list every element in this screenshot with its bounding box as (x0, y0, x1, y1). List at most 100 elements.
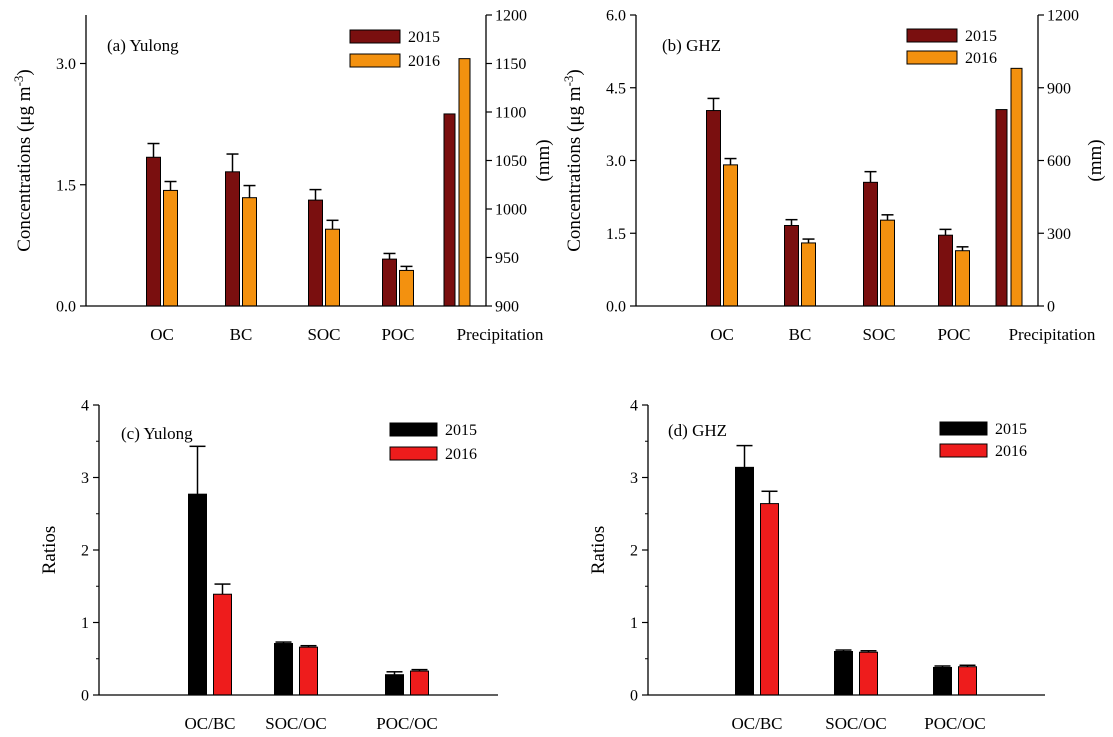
x-tick-label: Precipitation (1009, 325, 1096, 344)
y-tick-label: 6.0 (606, 8, 626, 25)
y2-tick-label: 900 (495, 299, 519, 316)
error-bar-2016-OC (724, 157, 737, 165)
y2-tick-label: 1200 (1047, 8, 1079, 25)
y-axis-label: Concentrations (μg m-3) (561, 69, 585, 252)
chart-panel-3: 0 1 2 3 4 OC/BC SOC/OC POC/OC Ratios (c) Yulong 20… (39, 398, 498, 733)
legend: 2015 2016 (389, 422, 477, 463)
bar-2015-SOC/OC (274, 643, 293, 696)
y-tick-label: 1 (630, 615, 638, 632)
y-tick-label: 0 (81, 688, 89, 705)
y2-axis-label: (mm) (533, 139, 554, 181)
y2-tick-label: 1050 (495, 153, 527, 170)
bar-2015-BC (784, 224, 799, 307)
bar-2016-OC (723, 164, 738, 307)
panel-title: (c) Yulong (121, 424, 193, 443)
bar-2016-POC/OC (410, 670, 429, 696)
bar-2016-OC/BC (760, 503, 779, 696)
legend-label-2015: 2015 (445, 422, 477, 439)
y-tick-label: 4.5 (606, 80, 626, 97)
panel-title: (b) GHZ (662, 36, 721, 55)
legend-swatch-2016 (939, 443, 988, 458)
bar-2016-BC (801, 242, 816, 307)
error-bar-2015-OC (707, 97, 720, 111)
y-tick-label: 1.5 (56, 177, 76, 194)
error-bar-2015-BC (785, 218, 798, 226)
error-bar-2016-OC/BC (214, 583, 231, 595)
error-bar-2016-SOC/OC (860, 650, 877, 653)
legend-label-2016: 2016 (408, 53, 440, 70)
panel-title: (a) Yulong (107, 36, 179, 55)
bar-2015-POC/OC (385, 674, 404, 696)
bar-2015-precipitation (443, 113, 456, 307)
error-bar-2016-POC/OC (959, 664, 976, 667)
error-bar-2015-POC (383, 252, 396, 260)
y-tick-label: 3 (81, 470, 89, 487)
x-tick-label: POC (937, 325, 970, 344)
y2-axis-label: (mm) (1085, 139, 1106, 181)
x-tick-label: Precipitation (457, 325, 544, 344)
error-bar-2016-POC (400, 265, 413, 271)
bar-2016-POC (399, 269, 414, 307)
y-tick-label: 3.0 (606, 153, 626, 170)
y2-tick-label: 300 (1047, 226, 1071, 243)
y-axis-label: Concentrations (μg m-3) (11, 69, 35, 252)
y-tick-label: 0 (630, 688, 638, 705)
x-tick-label: SOC (307, 325, 340, 344)
error-bar-2015-POC/OC (386, 671, 403, 675)
y-axis-label-exponent: -3 (561, 76, 576, 87)
bar-2015-OC/BC (188, 493, 207, 696)
error-bar-2015-SOC/OC (835, 649, 852, 652)
legend-label-2015: 2015 (408, 29, 440, 46)
bar-2015-OC/BC (735, 466, 754, 696)
legend-swatch-2015 (389, 422, 438, 437)
legend: 2015 2016 (906, 28, 997, 67)
bar-2015-OC (706, 110, 721, 307)
y2-tick-label: 1150 (495, 56, 526, 73)
legend-swatch-2016 (349, 53, 401, 68)
x-tick-label: POC/OC (376, 714, 437, 733)
error-bar-2016-SOC (881, 214, 894, 221)
bar-2016-BC (242, 197, 257, 307)
error-bar-2015-POC (939, 228, 952, 236)
bar-2016-OC (163, 189, 178, 307)
y-tick-label: 1 (81, 615, 89, 632)
series-2016 (723, 67, 1023, 307)
bar-2016-SOC/OC (859, 651, 878, 696)
y-tick-label: 3.0 (56, 56, 76, 73)
y2-tick-label: 600 (1047, 153, 1071, 170)
x-tick-label: SOC/OC (265, 714, 326, 733)
bar-2016-SOC/OC (299, 646, 318, 696)
error-bar-2015-SOC/OC (275, 641, 292, 644)
legend-label-2016: 2016 (445, 446, 477, 463)
chart-panel-1: 0.0 1.5 3.0 900 950 1000 1050 1100 1150 1200 (mm) O… (11, 8, 554, 345)
y-axis-label-text: Concentrations (μg m (14, 86, 35, 252)
x-tick-label: OC/BC (731, 714, 782, 733)
series-2015 (706, 97, 1008, 307)
legend-swatch-2016 (389, 446, 438, 461)
x-tick-label: SOC (862, 325, 895, 344)
series-2015 (146, 113, 456, 307)
bar-2016-precipitation (458, 58, 471, 307)
y-tick-label: 4 (81, 398, 89, 415)
y-tick-label: 0.0 (606, 299, 626, 316)
error-bar-2016-POC (956, 246, 969, 251)
error-bar-2016-SOC (326, 219, 339, 230)
bar-2016-SOC (880, 219, 895, 307)
error-bar-2015-OC/BC (736, 444, 753, 468)
legend-label-2016: 2016 (995, 443, 1027, 460)
legend: 2015 2016 (349, 29, 440, 70)
bar-2016-POC (955, 250, 970, 307)
y-axis-label-exponent: -3 (11, 76, 26, 87)
y-tick-label: 3 (630, 470, 638, 487)
y-tick-label: 1.5 (606, 226, 626, 243)
error-bar-2016-POC/OC (411, 668, 428, 672)
error-bar-2016-BC (802, 238, 815, 243)
bar-2015-SOC (863, 181, 878, 307)
bar-2015-POC/OC (933, 666, 952, 696)
y-axis-label-text: Concentrations (μg m (564, 86, 585, 252)
legend-swatch-2015 (906, 28, 958, 43)
y2-tick-label: 900 (1047, 80, 1071, 97)
y-tick-label: 4 (630, 398, 638, 415)
error-bar-2016-OC (164, 180, 177, 191)
bar-2015-precipitation (995, 109, 1008, 307)
